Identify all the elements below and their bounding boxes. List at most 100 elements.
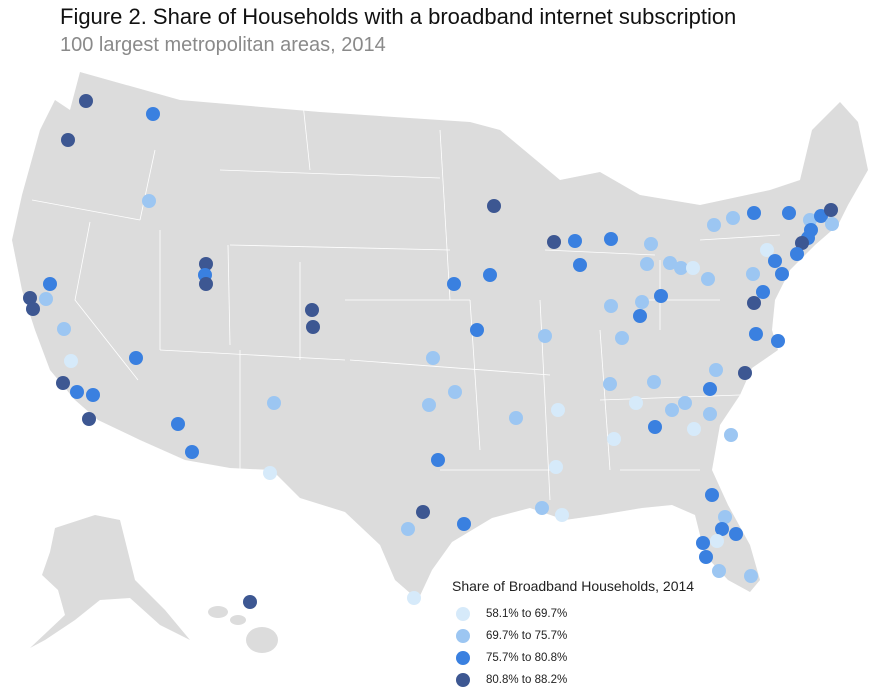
hawaii-islands: [208, 606, 278, 653]
metro-marker: [604, 299, 618, 313]
metro-marker: [795, 236, 809, 250]
metro-marker: [603, 377, 617, 391]
legend-swatch-1: [456, 607, 470, 621]
metro-marker: [775, 267, 789, 281]
metro-marker: [707, 218, 721, 232]
metro-marker: [142, 194, 156, 208]
metro-marker: [535, 501, 549, 515]
metro-marker: [509, 411, 523, 425]
metro-marker: [82, 412, 96, 426]
metro-marker: [243, 595, 257, 609]
metro-marker: [61, 133, 75, 147]
metro-marker: [825, 217, 839, 231]
metro-marker: [715, 522, 729, 536]
metro-marker: [306, 320, 320, 334]
legend-swatch-4: [456, 673, 470, 687]
metro-marker: [749, 327, 763, 341]
alaska-shape: [30, 515, 190, 648]
metro-marker: [696, 536, 710, 550]
metro-marker: [573, 258, 587, 272]
metro-marker: [712, 564, 726, 578]
metro-marker: [431, 453, 445, 467]
legend-swatch-2: [456, 629, 470, 643]
metro-marker: [687, 422, 701, 436]
metro-marker: [654, 289, 668, 303]
metro-marker: [635, 295, 649, 309]
metro-marker: [56, 376, 70, 390]
metro-marker: [263, 466, 277, 480]
metro-marker: [629, 396, 643, 410]
legend-label: 58.1% to 69.7%: [486, 608, 568, 620]
metro-marker: [146, 107, 160, 121]
metro-marker: [483, 268, 497, 282]
metro-marker: [709, 363, 723, 377]
metro-marker: [416, 505, 430, 519]
metro-marker: [703, 382, 717, 396]
metro-marker: [86, 388, 100, 402]
legend-label: 69.7% to 75.7%: [486, 630, 568, 642]
metro-marker: [64, 354, 78, 368]
metro-marker: [79, 94, 93, 108]
metro-marker: [699, 550, 713, 564]
metro-marker: [718, 510, 732, 524]
metro-marker: [568, 234, 582, 248]
metro-marker: [549, 460, 563, 474]
legend-swatch-3: [456, 651, 470, 665]
metro-marker: [747, 296, 761, 310]
metro-marker: [738, 366, 752, 380]
metro-marker: [604, 232, 618, 246]
legend: Share of Broadband Households, 2014 58.1…: [452, 578, 694, 691]
metro-marker: [426, 351, 440, 365]
metro-marker: [678, 396, 692, 410]
metro-marker: [663, 256, 677, 270]
metro-marker: [538, 329, 552, 343]
legend-label: 75.7% to 80.8%: [486, 652, 568, 664]
metro-marker: [171, 417, 185, 431]
figure-subtitle: 100 largest metropolitan areas, 2014: [60, 34, 386, 56]
metro-marker: [70, 385, 84, 399]
legend-item: 80.8% to 88.2%: [452, 669, 694, 691]
metro-marker: [551, 403, 565, 417]
metro-marker: [760, 243, 774, 257]
metro-marker: [607, 432, 621, 446]
metro-marker: [771, 334, 785, 348]
metro-marker: [747, 206, 761, 220]
metro-marker: [23, 291, 37, 305]
contiguous-us-shape: [12, 72, 868, 600]
metro-marker: [57, 322, 71, 336]
metro-marker: [555, 508, 569, 522]
metro-marker: [756, 285, 770, 299]
metro-marker: [26, 302, 40, 316]
metro-marker: [129, 351, 143, 365]
legend-title: Share of Broadband Households, 2014: [452, 578, 695, 594]
metro-marker: [710, 534, 724, 548]
metro-marker: [305, 303, 319, 317]
metro-marker: [448, 385, 462, 399]
metro-marker: [43, 277, 57, 291]
legend-label: 80.8% to 88.2%: [486, 674, 568, 686]
metro-marker: [644, 237, 658, 251]
land-masses: [12, 72, 868, 653]
legend-item: 75.7% to 80.8%: [452, 647, 694, 669]
metro-marker: [407, 591, 421, 605]
metro-marker: [790, 247, 804, 261]
metro-marker: [185, 445, 199, 459]
metro-marker: [401, 522, 415, 536]
metro-marker: [648, 420, 662, 434]
metro-marker: [199, 257, 213, 271]
metro-marker: [686, 261, 700, 275]
metro-marker: [744, 569, 758, 583]
metro-marker: [703, 407, 717, 421]
metro-marker: [457, 517, 471, 531]
metro-marker: [729, 527, 743, 541]
metro-marker: [746, 267, 760, 281]
figure-title: Figure 2. Share of Households with a bro…: [60, 4, 737, 29]
legend-item: 69.7% to 75.7%: [452, 625, 694, 647]
metro-marker: [705, 488, 719, 502]
metro-marker: [447, 277, 461, 291]
metro-marker: [470, 323, 484, 337]
metro-marker: [674, 261, 688, 275]
metro-marker: [782, 206, 796, 220]
metro-marker: [665, 403, 679, 417]
